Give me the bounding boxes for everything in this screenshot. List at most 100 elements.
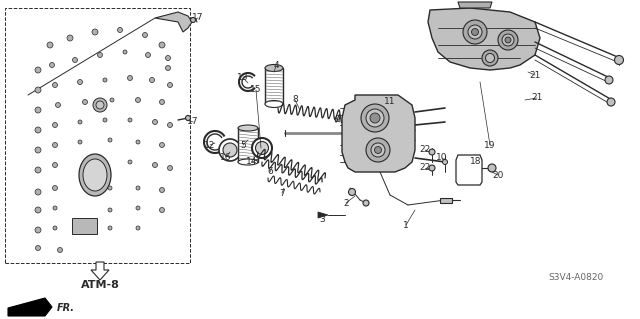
Text: S3V4-A0820: S3V4-A0820 (548, 273, 604, 283)
Circle shape (361, 104, 389, 132)
Circle shape (168, 166, 173, 170)
Text: 21: 21 (531, 93, 543, 102)
Polygon shape (22, 18, 183, 252)
Text: 17: 17 (192, 13, 204, 23)
Circle shape (49, 63, 54, 68)
Ellipse shape (238, 125, 258, 131)
Text: 10: 10 (436, 153, 448, 162)
Ellipse shape (255, 142, 269, 154)
Circle shape (136, 186, 140, 190)
Circle shape (35, 127, 41, 133)
Circle shape (52, 143, 58, 147)
Circle shape (53, 226, 57, 230)
Polygon shape (458, 2, 492, 8)
Circle shape (605, 76, 613, 84)
Circle shape (168, 83, 173, 87)
Circle shape (363, 200, 369, 206)
Circle shape (614, 56, 623, 64)
Circle shape (93, 98, 107, 112)
Circle shape (366, 138, 390, 162)
Ellipse shape (252, 138, 272, 158)
Text: 6: 6 (267, 167, 273, 176)
Circle shape (136, 206, 140, 210)
Circle shape (35, 87, 41, 93)
Text: 22: 22 (419, 164, 431, 173)
Circle shape (128, 118, 132, 122)
Circle shape (371, 143, 385, 157)
Text: 9: 9 (334, 115, 340, 124)
Ellipse shape (238, 159, 258, 165)
Ellipse shape (219, 139, 241, 161)
Text: 18: 18 (470, 158, 482, 167)
Polygon shape (342, 95, 415, 172)
Circle shape (159, 42, 165, 48)
Circle shape (502, 34, 514, 46)
Circle shape (150, 78, 154, 83)
Circle shape (429, 149, 435, 155)
Circle shape (166, 56, 170, 61)
Ellipse shape (223, 143, 237, 157)
Circle shape (35, 107, 41, 113)
Circle shape (52, 186, 58, 190)
Text: 20: 20 (492, 170, 504, 180)
Circle shape (472, 28, 479, 35)
Text: ATM-8: ATM-8 (81, 280, 120, 290)
Text: 4: 4 (273, 62, 279, 70)
Circle shape (108, 186, 112, 190)
Text: 15: 15 (250, 85, 262, 94)
Circle shape (607, 98, 615, 106)
Circle shape (366, 109, 384, 127)
Circle shape (159, 100, 164, 105)
Text: 22: 22 (419, 145, 431, 154)
Text: FR.: FR. (57, 303, 75, 313)
Polygon shape (428, 8, 540, 70)
Text: 2: 2 (343, 198, 349, 207)
Circle shape (186, 115, 191, 121)
Circle shape (488, 164, 496, 172)
Circle shape (35, 167, 41, 173)
Circle shape (482, 50, 498, 66)
Text: 16: 16 (220, 152, 232, 161)
Circle shape (145, 53, 150, 57)
Circle shape (52, 83, 58, 87)
Circle shape (118, 27, 122, 33)
Circle shape (103, 78, 107, 82)
Ellipse shape (83, 159, 107, 191)
Circle shape (108, 138, 112, 142)
Circle shape (78, 140, 82, 144)
Circle shape (78, 120, 82, 124)
Bar (72, 218, 97, 234)
Circle shape (96, 101, 104, 109)
Circle shape (108, 208, 112, 212)
Ellipse shape (265, 64, 283, 71)
Circle shape (35, 67, 41, 73)
Polygon shape (155, 12, 192, 32)
Circle shape (58, 248, 63, 253)
Circle shape (143, 33, 147, 38)
Circle shape (159, 188, 164, 192)
Circle shape (53, 206, 57, 210)
Circle shape (191, 18, 195, 23)
Ellipse shape (265, 100, 283, 108)
Circle shape (35, 189, 41, 195)
Circle shape (349, 189, 355, 196)
Circle shape (35, 147, 41, 153)
Bar (5, 8, 190, 263)
Circle shape (52, 122, 58, 128)
Circle shape (486, 54, 495, 63)
Circle shape (77, 79, 83, 85)
Text: 8: 8 (292, 95, 298, 105)
Circle shape (35, 246, 40, 250)
Circle shape (136, 98, 141, 102)
Text: 5: 5 (240, 140, 246, 150)
Polygon shape (456, 155, 482, 185)
Circle shape (103, 118, 107, 122)
Bar (265, 68, 283, 104)
Circle shape (370, 113, 380, 123)
Circle shape (159, 143, 164, 147)
Circle shape (52, 162, 58, 167)
Circle shape (128, 160, 132, 164)
Circle shape (108, 226, 112, 230)
Circle shape (72, 57, 77, 63)
Circle shape (127, 76, 132, 80)
